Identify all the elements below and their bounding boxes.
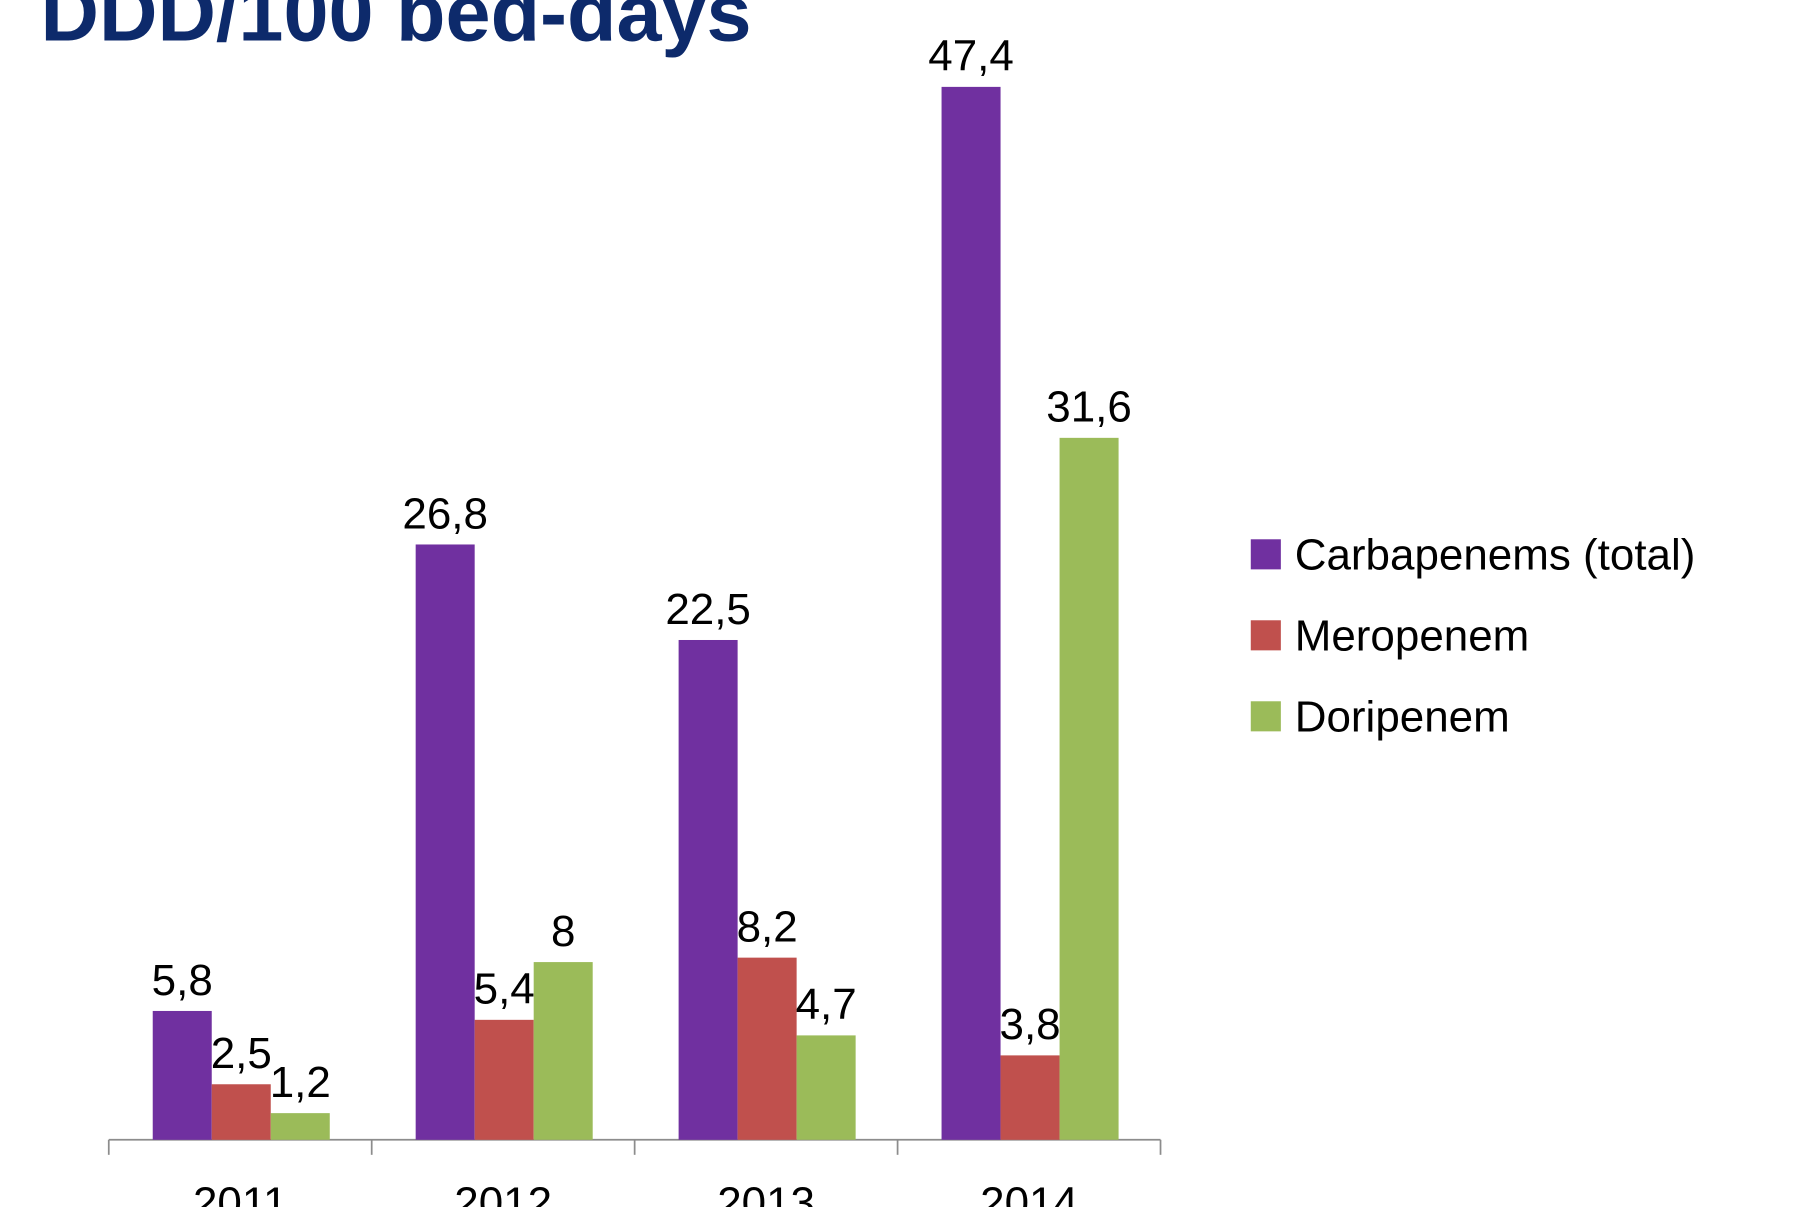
data-label: 26,8 — [402, 489, 488, 538]
bar — [415, 544, 475, 1140]
data-label: 5,8 — [152, 956, 213, 1005]
bar — [152, 1010, 212, 1140]
data-label: 3,8 — [1000, 1000, 1061, 1049]
bar — [1059, 437, 1119, 1140]
bar — [474, 1019, 534, 1140]
data-label: 8 — [551, 907, 575, 956]
legend-label: Doripenem — [1295, 692, 1510, 741]
data-label: 4,7 — [796, 980, 857, 1029]
x-tick-label: 2013 — [717, 1178, 815, 1207]
bar — [941, 86, 1001, 1140]
bar — [270, 1113, 330, 1140]
x-tick-label: 2014 — [980, 1178, 1078, 1207]
bar — [796, 1035, 856, 1140]
legend-label: Meropenem — [1295, 611, 1530, 660]
bar — [533, 962, 593, 1140]
chart-title: DDD/100 bed-days — [40, 0, 751, 59]
data-label: 22,5 — [665, 585, 751, 634]
data-label: 1,2 — [270, 1058, 331, 1107]
legend-swatch — [1250, 701, 1281, 732]
data-label: 2,5 — [211, 1029, 272, 1078]
data-label: 5,4 — [474, 965, 535, 1014]
legend-label: Carbapenems (total) — [1295, 530, 1696, 579]
data-label: 8,2 — [737, 902, 798, 951]
legend-swatch — [1250, 539, 1281, 570]
x-tick-label: 2011 — [193, 1178, 288, 1207]
bar — [1000, 1055, 1060, 1140]
bar — [211, 1084, 271, 1140]
data-label: 47,4 — [928, 32, 1014, 81]
bar — [678, 639, 738, 1140]
x-tick-label: 2012 — [454, 1178, 552, 1207]
legend-swatch — [1250, 620, 1281, 651]
data-label: 31,6 — [1046, 383, 1132, 432]
bar — [737, 957, 797, 1140]
